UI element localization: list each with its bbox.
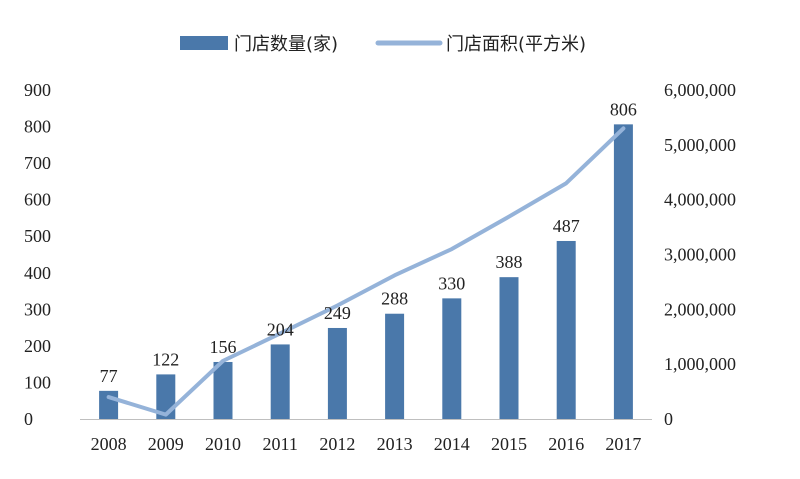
x-tick-label: 2009 (148, 434, 184, 454)
legend-swatch-bar (180, 36, 228, 50)
legend-label-bar: 门店数量(家) (234, 34, 338, 55)
bar-2010 (213, 361, 233, 419)
left-tick-label: 600 (24, 190, 51, 210)
bar-2012 (327, 327, 347, 419)
bar-series (99, 124, 633, 420)
left-tick-label: 300 (24, 299, 51, 319)
bar-data-label: 806 (610, 99, 637, 119)
left-tick-label: 400 (24, 263, 51, 283)
x-axis: 2008 2009 2010 2011 2012 2013 2014 2015 2016 2017 (80, 419, 652, 454)
bar-2015 (499, 277, 519, 419)
bar-2013 (385, 313, 405, 419)
x-tick-label: 2008 (91, 434, 127, 454)
left-tick-label: 500 (24, 226, 51, 246)
x-tick-label: 2014 (434, 434, 470, 454)
bar-data-label: 122 (152, 349, 179, 369)
bar-data-labels: 77 122 156 204 249 288 330 388 487 806 (100, 99, 637, 385)
left-tick-label: 0 (24, 409, 33, 429)
right-tick-label: 3,000,000 (664, 245, 736, 265)
x-tick-label: 2013 (377, 434, 413, 454)
bar-data-label: 249 (324, 303, 351, 323)
left-tick-label: 100 (24, 372, 51, 392)
bar-data-label: 388 (496, 252, 523, 272)
bar-data-label: 487 (553, 216, 580, 236)
bar-data-label: 77 (100, 366, 118, 386)
bar-data-label: 288 (381, 289, 408, 309)
x-tick-label: 2010 (205, 434, 241, 454)
left-tick-label: 200 (24, 336, 51, 356)
bar-2017 (613, 124, 633, 420)
left-tick-label: 900 (24, 80, 51, 100)
bar-2014 (442, 298, 462, 419)
bar-data-label: 330 (438, 273, 465, 293)
bar-data-label: 204 (267, 319, 294, 339)
x-tick-label: 2017 (605, 434, 641, 454)
right-tick-label: 6,000,000 (664, 80, 736, 100)
x-tick-label: 2015 (491, 434, 527, 454)
right-tick-label: 5,000,000 (664, 135, 736, 155)
x-tick-label: 2011 (263, 434, 298, 454)
area-line (106, 126, 626, 417)
right-tick-label: 1,000,000 (664, 354, 736, 374)
left-axis: 0 100 200 300 400 500 600 700 800 900 (24, 80, 51, 429)
left-tick-label: 800 (24, 117, 51, 137)
right-axis: 0 1,000,000 2,000,000 3,000,000 4,000,000 5,0… (664, 80, 736, 429)
left-tick-label: 700 (24, 153, 51, 173)
line-series (106, 126, 626, 417)
right-tick-label: 4,000,000 (664, 190, 736, 210)
legend-label-line: 门店面积(平方米) (446, 34, 586, 55)
bar-2016 (556, 240, 576, 419)
right-tick-label: 0 (664, 409, 673, 429)
right-tick-label: 2,000,000 (664, 299, 736, 319)
x-tick-label: 2016 (548, 434, 584, 454)
bar-data-label: 156 (210, 337, 237, 357)
bar-2011 (270, 344, 290, 419)
legend: 门店数量(家) 门店面积(平方米) (180, 34, 586, 55)
x-tick-label: 2012 (319, 434, 355, 454)
